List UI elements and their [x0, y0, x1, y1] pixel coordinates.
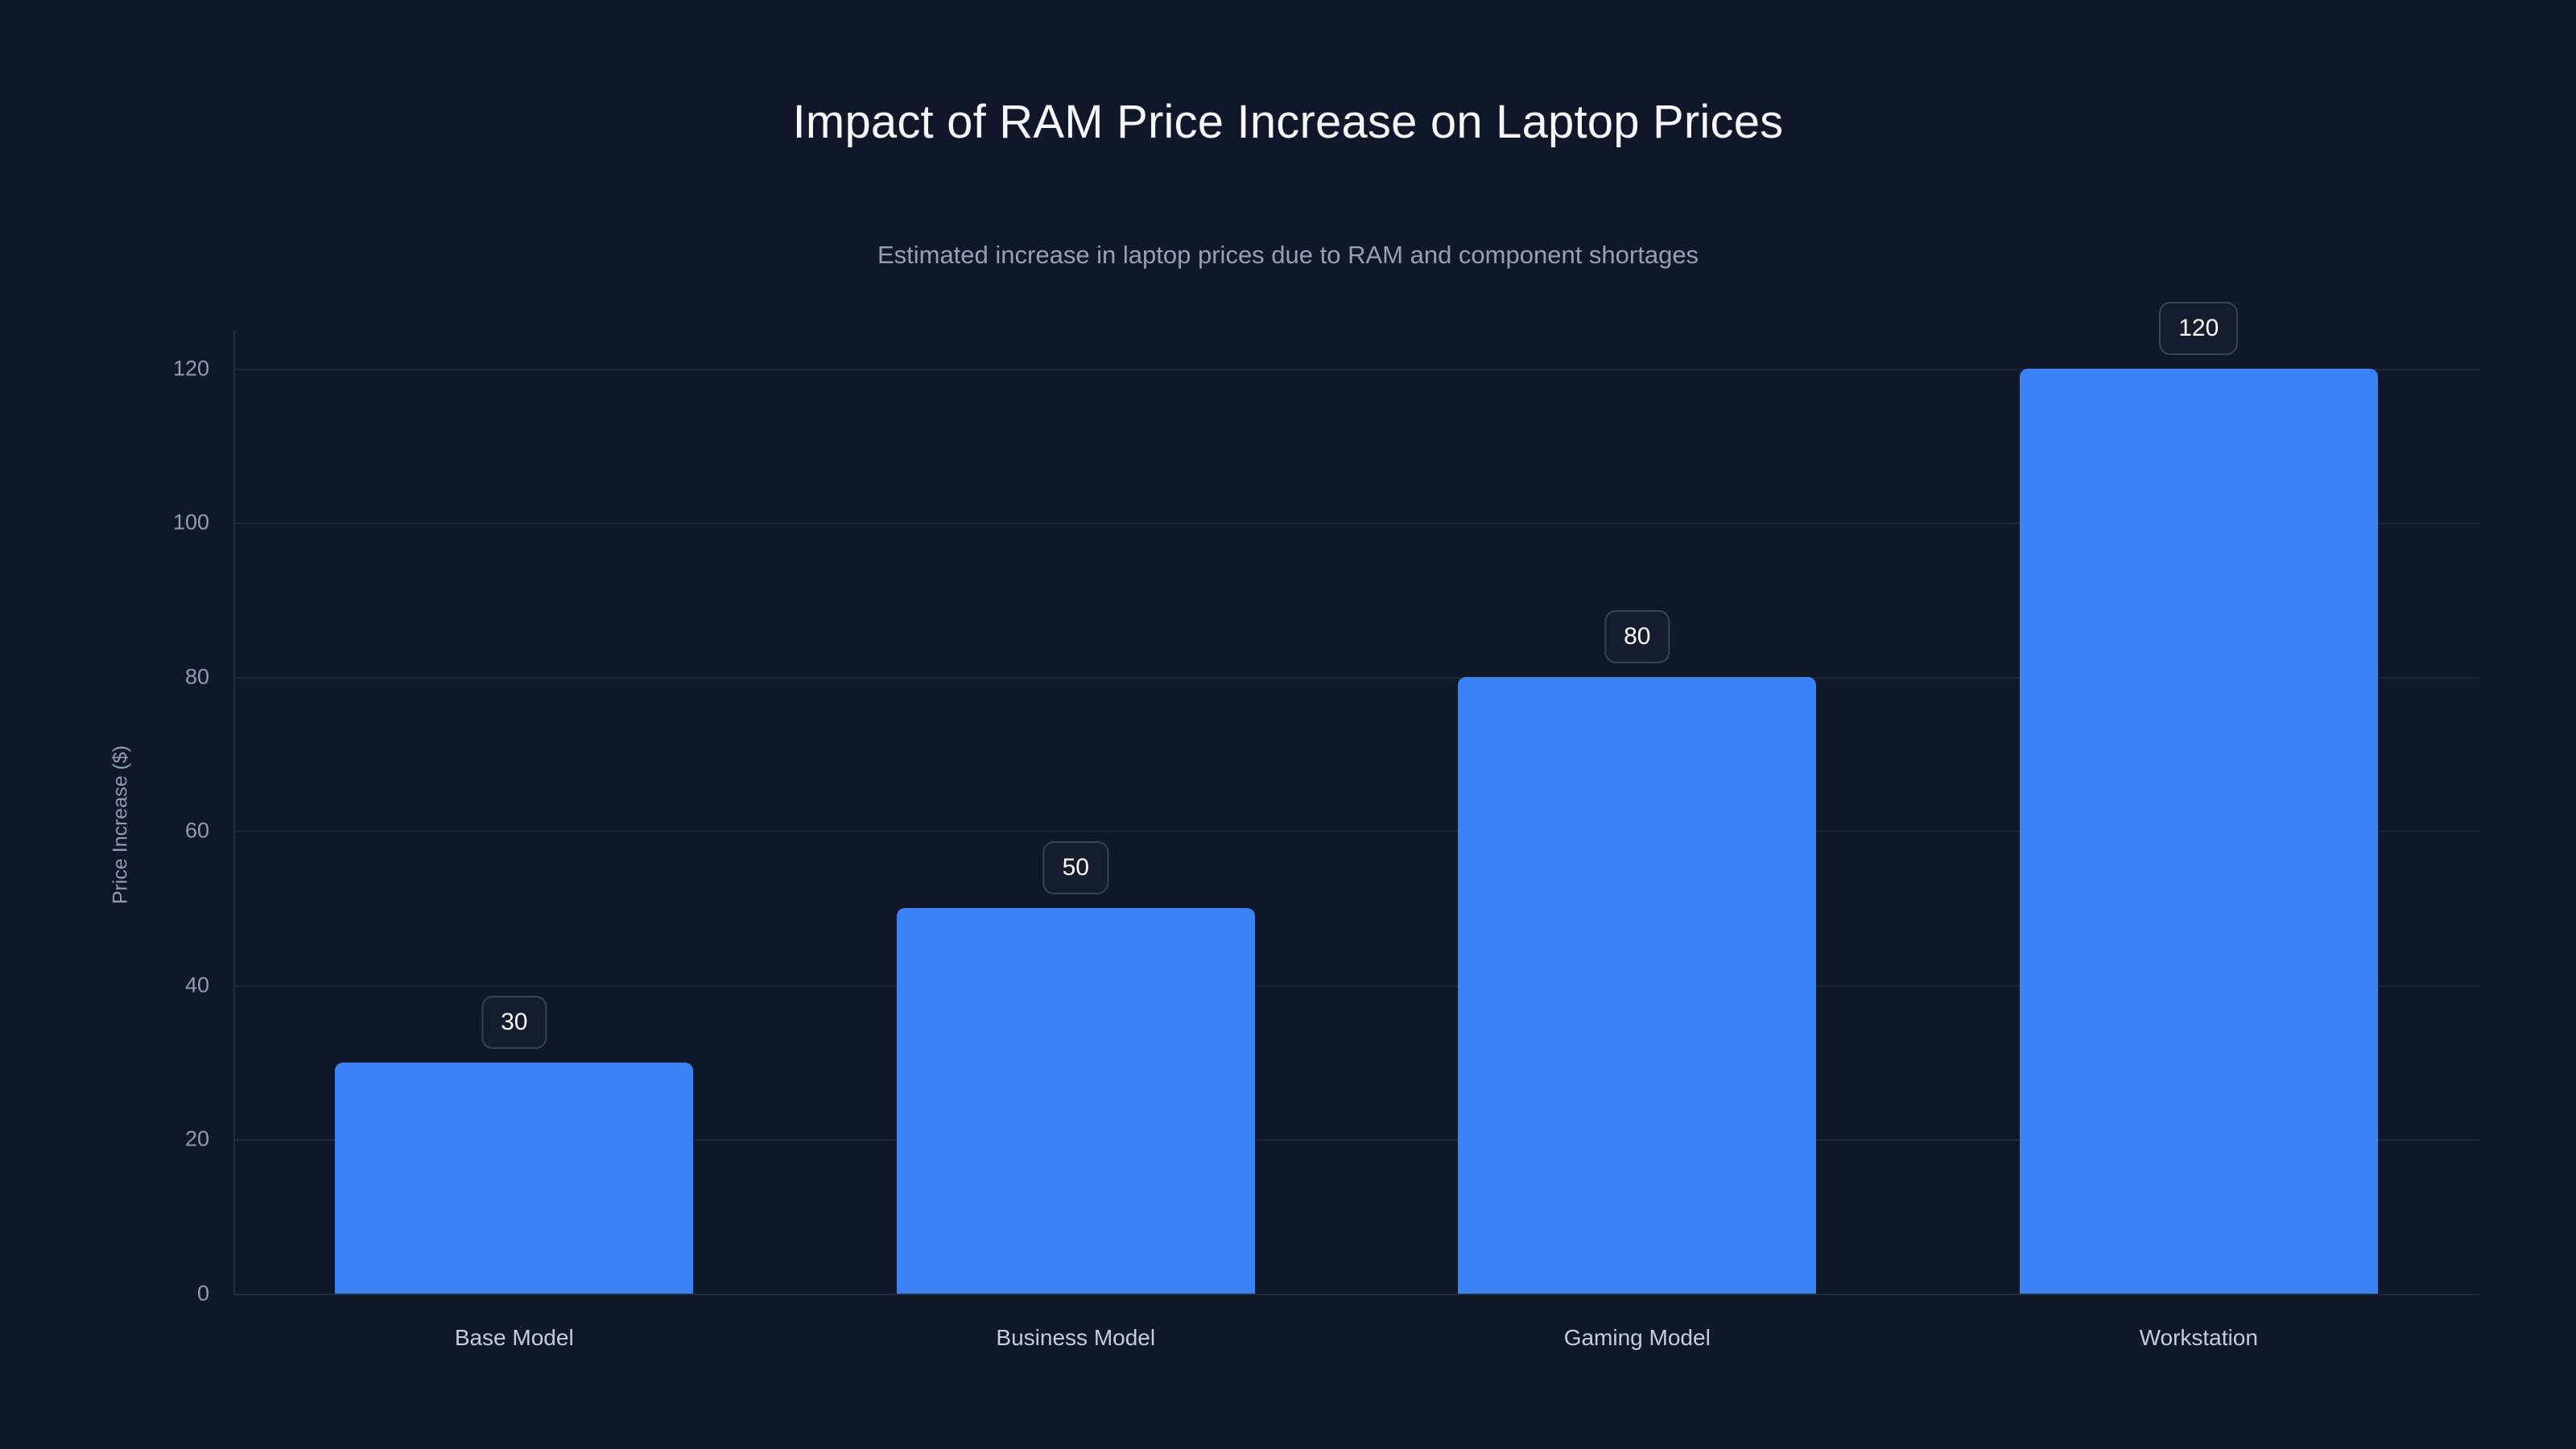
chart-title: Impact of RAM Price Increase on Laptop P… [792, 96, 1784, 148]
x-axis-category-label: Gaming Model [1563, 1325, 1711, 1350]
x-axis-category-label: Business Model [996, 1325, 1156, 1350]
value-label-badge: 50 [1042, 841, 1108, 895]
bar-business-model[interactable] [896, 908, 1255, 1294]
value-label-badge: 30 [481, 995, 547, 1049]
gridline [233, 1294, 2479, 1295]
y-axis-tick-label: 0 [196, 1281, 209, 1306]
gridline [233, 831, 2479, 833]
y-axis-tick-label: 20 [184, 1126, 209, 1151]
y-axis-title: Price Increase ($) [109, 745, 132, 905]
value-label-badge: 120 [2159, 301, 2239, 355]
x-axis-category-label: Workstation [2139, 1325, 2258, 1350]
bar-workstation[interactable] [2019, 368, 2378, 1294]
y-axis-tick-label: 120 [172, 356, 209, 381]
plot-area [233, 330, 2479, 1295]
gridline [233, 985, 2479, 987]
y-axis-tick-label: 80 [184, 664, 209, 689]
chart-subtitle: Estimated increase in laptop prices due … [877, 241, 1699, 269]
value-label-badge: 80 [1604, 609, 1670, 663]
bar-gaming-model[interactable] [1458, 676, 1817, 1294]
y-axis-tick-label: 40 [184, 972, 209, 997]
gridline [233, 368, 2479, 370]
y-axis-line [233, 330, 235, 1295]
gridline [233, 676, 2479, 679]
y-axis-tick-label: 100 [172, 510, 209, 535]
gridline [233, 1139, 2479, 1141]
bar-base-model[interactable] [335, 1062, 694, 1294]
x-axis-category-label: Base Model [454, 1325, 574, 1350]
gridline [233, 522, 2479, 525]
